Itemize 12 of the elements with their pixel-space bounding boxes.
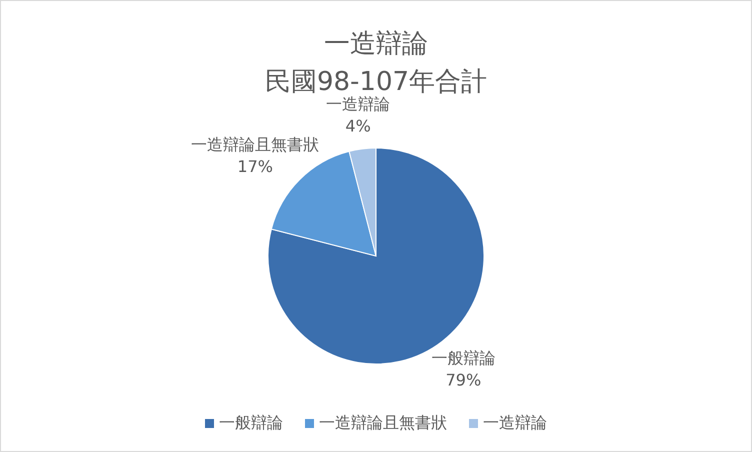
chart-subtitle: 民國98-107年合計 bbox=[264, 67, 488, 97]
chart-title: 一造辯論 bbox=[324, 29, 428, 59]
slice-label: 一造辯論且無書狀 bbox=[191, 135, 320, 154]
data-label: 17% bbox=[237, 157, 273, 176]
legend-label: 一造辯論 bbox=[483, 413, 547, 432]
legend-label: 一般辯論 bbox=[219, 413, 283, 432]
data-label: 4% bbox=[345, 116, 371, 136]
slice-label: 一般辯論 bbox=[431, 348, 496, 368]
data-label: 79% bbox=[446, 370, 482, 390]
legend-label: 一造辯論且無書狀 bbox=[319, 413, 447, 432]
slice-label: 一造辯論 bbox=[326, 94, 390, 114]
pie-slice bbox=[270, 150, 376, 256]
